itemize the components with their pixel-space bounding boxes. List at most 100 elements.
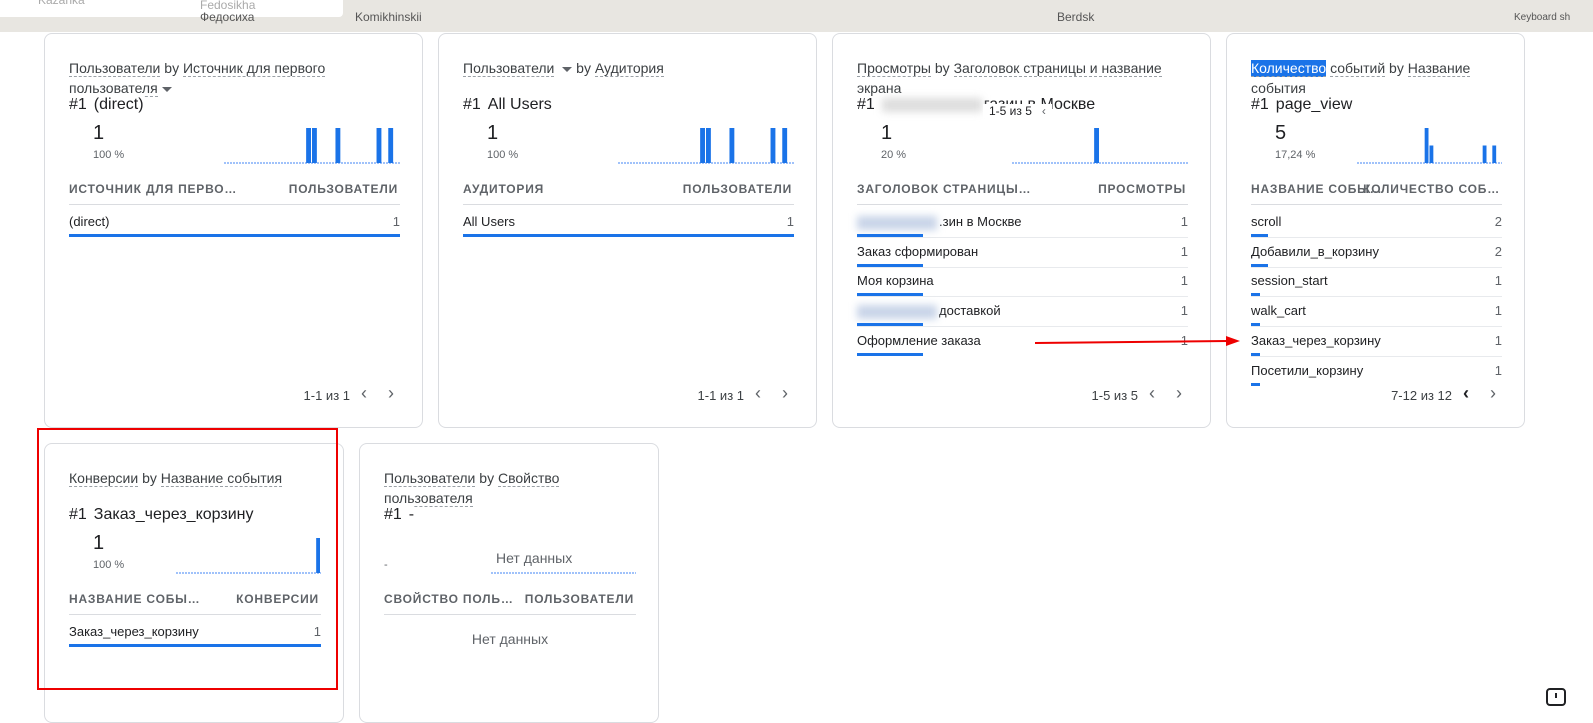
- blur: [857, 215, 937, 230]
- minute-bar: [376, 128, 382, 163]
- minute-bar: [312, 128, 317, 163]
- table-row[interactable]: (direct) 1: [69, 207, 400, 237]
- metric[interactable]: событий: [1330, 60, 1386, 77]
- map-search[interactable]: [0, 0, 343, 17]
- dropdown[interactable]: [161, 86, 172, 92]
- column-header: ИСТОЧНИК ДЛЯ ПЕРВО…: [69, 182, 238, 196]
- row-label-wrap: walk_cart: [1251, 303, 1306, 318]
- top-share: -: [384, 559, 388, 571]
- row-bar: [69, 644, 321, 647]
- row-label: доставкой: [939, 303, 1001, 319]
- prev-page[interactable]: ‹: [1149, 383, 1155, 403]
- prev-page[interactable]: ‹: [1463, 383, 1469, 403]
- dimension[interactable]: Заголовок страницы и название экрана: [857, 60, 1162, 97]
- minute-chart: [176, 538, 321, 574]
- card-title: Пользователи by Свойство пользователя: [384, 468, 636, 508]
- dimension[interactable]: Название события: [1251, 60, 1471, 97]
- column-header: НАЗВАНИЕ СОБЫ…: [69, 592, 201, 606]
- table-row[interactable]: Добавили_в_корзину 2: [1251, 237, 1502, 268]
- card-title: Количество событий by Название события: [1251, 58, 1502, 98]
- row-label: walk_cart: [1251, 303, 1306, 319]
- minute-bar: [1492, 145, 1497, 163]
- minute-bar: [729, 128, 735, 163]
- next-page[interactable]: ›: [388, 383, 394, 403]
- row-value: 1: [1494, 273, 1502, 289]
- table-row[interactable]: session_start 1: [1251, 266, 1502, 298]
- table-row[interactable]: walk_cart 1: [1251, 296, 1502, 328]
- row-label-wrap: Посетили_корзину: [1251, 363, 1363, 378]
- map-label: Fedosikha: [200, 0, 256, 12]
- row-value: 1: [1180, 273, 1188, 289]
- table-row[interactable]: .зин в Москве 1: [857, 207, 1188, 238]
- column-header: ПОЛЬЗОВАТЕЛИ: [288, 182, 398, 196]
- dimension[interactable]: Источник для первого пользователя: [69, 60, 326, 97]
- top-item: #1 All Users: [463, 96, 552, 114]
- row-label-wrap: session_start: [1251, 273, 1328, 288]
- overlay-chevron[interactable]: ‹: [1041, 104, 1046, 118]
- table-row[interactable]: scroll 2: [1251, 207, 1502, 238]
- top-label: Заказ_через_корзину: [93, 506, 254, 523]
- metric[interactable]: Просмотры: [857, 60, 931, 77]
- prev-page[interactable]: ‹: [361, 383, 367, 403]
- metric[interactable]: Пользователи: [463, 60, 555, 77]
- dimension[interactable]: Аудитория: [594, 60, 664, 77]
- row-value: 1: [1494, 362, 1502, 378]
- prev-page[interactable]: ‹: [755, 383, 761, 403]
- highlight-box: [37, 428, 338, 690]
- table-row[interactable]: Посетили_корзину 1: [1251, 356, 1502, 386]
- row-bar: [857, 234, 924, 237]
- row-value: 1: [786, 214, 794, 229]
- rank: #1: [384, 506, 402, 523]
- dimension[interactable]: Свойство пользователя: [384, 470, 560, 507]
- row-bar: [857, 263, 924, 267]
- top-value: 1: [93, 122, 105, 144]
- row-label-wrap: Заказ_через_корзину: [69, 624, 199, 639]
- minute-bar: [335, 128, 341, 163]
- card: Конверсии by Название события #1 Заказ_чер…: [44, 443, 344, 723]
- map-label: Keyboard sh: [1514, 12, 1571, 23]
- feedback-icon: [1546, 688, 1566, 706]
- header-line: [69, 614, 321, 615]
- row-label: All Users: [463, 214, 516, 229]
- row-label-wrap: Заказ сформирован: [857, 244, 978, 259]
- row-value: 2: [1494, 214, 1502, 229]
- table-row[interactable]: Заказ_через_корзину 1: [1251, 326, 1502, 357]
- column-header: КОЛИЧЕСТВО СОБ…: [1363, 182, 1500, 196]
- table-row[interactable]: All Users 1: [463, 207, 794, 237]
- row-value: 1: [1180, 243, 1188, 259]
- metric[interactable]: Пользователи: [69, 60, 161, 77]
- title-by: by: [576, 60, 591, 76]
- table-row[interactable]: Заказ_через_корзину 1: [69, 617, 321, 647]
- row-value: 1: [1180, 332, 1188, 348]
- minute-chart: [1357, 128, 1502, 164]
- row-label-wrap: (direct): [69, 214, 109, 229]
- next-page[interactable]: ›: [1176, 383, 1182, 403]
- table-row[interactable]: доставкой 1: [857, 296, 1188, 328]
- table-row[interactable]: Моя корзина 1: [857, 266, 1188, 298]
- top-label: (direct): [93, 96, 144, 113]
- rank: #1: [463, 96, 481, 113]
- row-value: 1: [392, 214, 400, 229]
- minute-chart: [618, 128, 794, 164]
- row-label-wrap: Заказ_через_корзину: [1251, 333, 1381, 348]
- card-title: Конверсии by Название события: [69, 468, 321, 488]
- row-label: session_start: [1251, 273, 1328, 289]
- row-label-wrap: доставкой: [857, 303, 1001, 319]
- chart-empty: Нет данных: [496, 550, 573, 566]
- metric[interactable]: Конверсии: [69, 470, 139, 487]
- rank: #1: [857, 96, 875, 113]
- dimension[interactable]: Название события: [160, 470, 283, 487]
- row-bar: [463, 234, 794, 237]
- table-row[interactable]: Заказ сформирован 1: [857, 237, 1188, 268]
- dropdown[interactable]: [562, 66, 573, 72]
- top-share: 17,24 %: [1275, 149, 1316, 161]
- table-row[interactable]: Оформление заказа 1: [857, 326, 1188, 356]
- metric[interactable]: Пользователи: [384, 470, 476, 487]
- header-line: [463, 204, 794, 205]
- next-page[interactable]: ›: [1490, 383, 1496, 403]
- metric[interactable]: Количество: [1251, 60, 1327, 77]
- row-value: 1: [313, 624, 321, 639]
- map-label: Komikhinskii: [355, 10, 422, 24]
- next-page[interactable]: ›: [782, 383, 788, 403]
- rank: #1: [69, 506, 87, 523]
